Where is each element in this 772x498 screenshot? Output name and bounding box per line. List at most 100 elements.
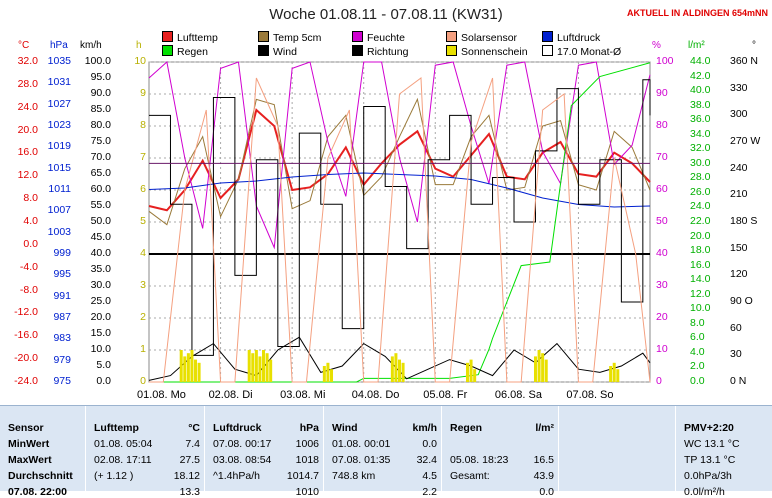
legend-label: Richtung <box>367 46 409 58</box>
pmv-line2: TP 13.1 °C <box>684 454 736 466</box>
tick-wind_kmh-12: 40.0 <box>90 247 111 259</box>
tick-pressure_hpa-6: 1011 <box>48 183 71 195</box>
tick-temp_c-8: 0.0 <box>23 237 38 250</box>
legend-swatch <box>162 31 173 42</box>
tick-rain_lm2-0: 44.0 <box>690 55 711 67</box>
tick-wind_kmh-13: 35.0 <box>90 263 111 275</box>
unit-hours: h <box>136 40 142 51</box>
tick-rain_lm2-11: 22.0 <box>690 215 711 227</box>
unit-hpa: hPa <box>50 40 68 51</box>
luftdruck-cur-val: 1010 <box>295 486 319 498</box>
legend-swatch <box>446 45 457 56</box>
legend-item-feuchte: Feuchte <box>352 31 405 44</box>
tick-sun_h-2: 8 <box>140 119 146 131</box>
legend-item-sonnenschein: Sonnenschein <box>446 45 528 58</box>
tick-rain_lm2-17: 10.0 <box>690 302 711 315</box>
legend-item-regen: Regen <box>162 45 208 58</box>
x-label-3: 04.08. Do <box>351 389 400 401</box>
tick-wind_kmh-8: 60.0 <box>90 183 111 195</box>
bar-sonnenschein-8 <box>254 350 258 382</box>
legend-item-luftdruck: Luftdruck <box>542 31 600 44</box>
bar-sonnenschein-28 <box>612 362 616 382</box>
tick-sun_h-4: 6 <box>140 183 146 195</box>
x-label-5: 06.08. Sa <box>494 389 542 401</box>
legend-label: Solarsensor <box>461 32 518 44</box>
bar-sonnenschein-22 <box>473 369 477 382</box>
tick-rain_lm2-1: 42.0 <box>690 69 711 82</box>
legend-label: Feuchte <box>367 32 405 44</box>
tick-direction_deg-3: 270 W <box>730 135 761 147</box>
tick-rain_lm2-3: 38.0 <box>690 98 711 111</box>
tick-temp_c-0: 32.0 <box>17 55 38 67</box>
tick-temp_c-6: 8.0 <box>23 192 38 205</box>
tick-pressure_hpa-12: 987 <box>53 311 71 323</box>
legend-swatch <box>352 45 363 56</box>
tick-temp_c-9: -4.0 <box>19 260 38 273</box>
tick-humidity_pct-10: 0 <box>656 375 662 387</box>
pmv-line3: 0.0hPa/3h <box>684 470 732 482</box>
tick-direction_deg-10: 60 <box>730 321 742 334</box>
legend-swatch <box>258 31 269 42</box>
tick-direction_deg-8: 120 <box>730 268 748 281</box>
tick-rain_lm2-12: 20.0 <box>690 229 711 242</box>
tick-sun_h-8: 2 <box>140 311 146 323</box>
tick-rain_lm2-14: 16.0 <box>690 258 711 271</box>
unit-rain: l/m² <box>688 40 705 51</box>
tick-pressure_hpa-15: 975 <box>53 375 71 387</box>
plot-svg <box>148 61 651 383</box>
lufttemp-name: Lufttemp <box>94 422 139 434</box>
tick-pressure_hpa-2: 1027 <box>47 97 71 110</box>
wind-unit: km/h <box>412 422 437 434</box>
label-current: 07.08. 22:00 <box>8 486 67 498</box>
wind-name: Wind <box>332 422 358 434</box>
tick-direction_deg-9: 90 O <box>730 295 753 307</box>
legend-label: 17.0 Monat-Ø <box>557 46 622 58</box>
tick-pressure_hpa-3: 1023 <box>47 119 71 131</box>
tick-rain_lm2-4: 36.0 <box>690 113 711 126</box>
tick-wind_kmh-18: 10.0 <box>90 343 111 355</box>
tick-direction_deg-1: 330 <box>730 81 748 94</box>
bar-sonnenschein-18 <box>398 359 401 382</box>
luftdruck-avg-val: 1014.7 <box>286 470 319 482</box>
bar-sonnenschein-12 <box>269 359 273 382</box>
legend-item-richtung: Richtung <box>352 45 408 58</box>
tick-humidity_pct-7: 30 <box>656 279 668 291</box>
col-lufttemp: Lufttemp °C 01.08. 05:04 7.4 02.08. 17:1… <box>85 406 204 498</box>
tick-wind_kmh-15: 25.0 <box>90 295 111 307</box>
bar-sonnenschein-29 <box>616 369 620 382</box>
regen-avg-note: Gesamt: <box>450 470 490 482</box>
tick-pressure_hpa-4: 1019 <box>47 140 71 153</box>
tick-temp_c-3: 20.0 <box>17 123 38 136</box>
tick-humidity_pct-6: 40 <box>656 247 668 259</box>
tick-wind_kmh-9: 55.0 <box>90 199 111 211</box>
label-avg: Durchschnitt <box>8 470 73 482</box>
tick-direction_deg-12: 0 N <box>730 375 747 387</box>
legend-swatch <box>162 45 173 56</box>
bar-sonnenschein-16 <box>390 356 394 382</box>
legend-item-lufttemp: Lufttemp <box>162 31 218 44</box>
tick-humidity_pct-2: 80 <box>656 119 668 131</box>
tick-direction_deg-6: 180 S <box>730 215 758 227</box>
row-labels-col: Sensor MinWert MaxWert Durchschnitt 07.0… <box>0 406 84 498</box>
series-wind-line <box>148 336 651 381</box>
bar-sonnenschein-9 <box>258 356 262 382</box>
bar-sonnenschein-26 <box>544 359 548 382</box>
tick-rain_lm2-20: 4.0 <box>690 345 705 358</box>
bar-sonnenschein-20 <box>465 362 469 382</box>
bar-sonnenschein-25 <box>541 353 545 382</box>
pmv-line1: WC 13.1 °C <box>684 438 740 450</box>
tick-rain_lm2-19: 6.0 <box>690 331 705 344</box>
wind-avg-note: 748.8 km <box>332 470 376 482</box>
tick-temp_c-12: -16.0 <box>14 329 38 342</box>
legend-swatch <box>542 45 553 56</box>
bar-sonnenschein-15 <box>330 369 334 382</box>
bar-sonnenschein-24 <box>537 350 541 382</box>
unit-kmh: km/h <box>80 40 102 51</box>
col-pmv: PMV+2:20 WC 13.1 °C TP 13.1 °C 0.0hPa/3h… <box>675 406 772 498</box>
tick-pressure_hpa-11: 991 <box>53 289 71 302</box>
bar-sonnenschein-1 <box>183 356 187 382</box>
lufttemp-min-val: 7.4 <box>185 438 200 450</box>
location-badge: AKTUELL IN ALDINGEN 654mNN <box>626 8 768 18</box>
tick-pressure_hpa-5: 1015 <box>47 161 71 174</box>
weather-chart-area: Woche 01.08.11 - 07.08.11 (KW31) AKTUELL… <box>14 6 768 401</box>
